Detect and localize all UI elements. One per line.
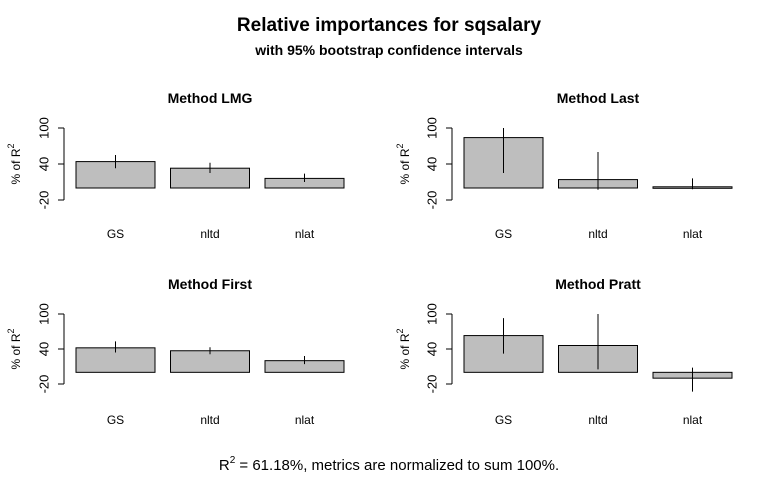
- y-tick-label: -20: [424, 375, 439, 394]
- bar-GS: [75, 347, 156, 373]
- x-category-label: nltd: [200, 227, 219, 241]
- y-tick-label: 40: [424, 157, 439, 171]
- figure-subtitle: with 95% bootstrap confidence intervals: [254, 42, 523, 58]
- y-tick-label: -20: [36, 375, 51, 394]
- figure-title: Relative importances for sqsalary: [237, 15, 542, 36]
- y-axis-label: % of R2: [6, 143, 23, 184]
- x-category-label: GS: [495, 227, 512, 241]
- panel-method-last: Method Last -20 40 100 % of R2 GS nltd nlat: [395, 90, 733, 241]
- panel-title: Method Last: [557, 90, 640, 106]
- y-axis-label: % of R2: [395, 328, 412, 369]
- x-category-label: nlat: [295, 413, 315, 427]
- y-tick-label: 100: [36, 303, 51, 325]
- y-tick-label: 100: [36, 117, 51, 139]
- panel-method-pratt: Method Pratt -20 40 100 % of R2 GS nltd nlat: [395, 276, 733, 427]
- x-category-label: nltd: [588, 227, 607, 241]
- y-tick-label: 100: [424, 117, 439, 139]
- x-category-label: nltd: [200, 413, 219, 427]
- x-category-label: GS: [495, 413, 512, 427]
- x-category-label: nlat: [683, 413, 703, 427]
- panel-method-lmg: Method LMG -20 40 100 % of R2 GS nltd nlat: [6, 90, 345, 241]
- y-tick-label: 100: [424, 303, 439, 325]
- panel-title: Method LMG: [168, 90, 253, 106]
- y-tick-label: 40: [424, 342, 439, 356]
- panel-method-first: Method First -20 40 100 % of R2 GS nltd nlat: [6, 276, 345, 427]
- y-tick-label: 40: [36, 342, 51, 356]
- y-tick-label: -20: [424, 191, 439, 210]
- y-tick-label: 40: [36, 157, 51, 171]
- x-category-label: nltd: [588, 413, 607, 427]
- x-category-label: GS: [107, 413, 124, 427]
- footnote-r2-exponent: 2: [230, 455, 236, 466]
- x-category-label: nlat: [683, 227, 703, 241]
- footnote-text: = 61.18%, metrics are normalized to sum …: [235, 457, 559, 474]
- footnote-r2-symbol: R: [219, 457, 230, 474]
- y-tick-label: -20: [36, 191, 51, 210]
- panel-title: Method First: [168, 276, 252, 292]
- panel-title: Method Pratt: [555, 276, 641, 292]
- y-axis-label: % of R2: [395, 143, 412, 184]
- x-category-label: GS: [107, 227, 124, 241]
- footnote: R2 = 61.18%, metrics are normalized to s…: [219, 455, 559, 474]
- x-category-label: nlat: [295, 227, 315, 241]
- y-axis-label: % of R2: [6, 328, 23, 369]
